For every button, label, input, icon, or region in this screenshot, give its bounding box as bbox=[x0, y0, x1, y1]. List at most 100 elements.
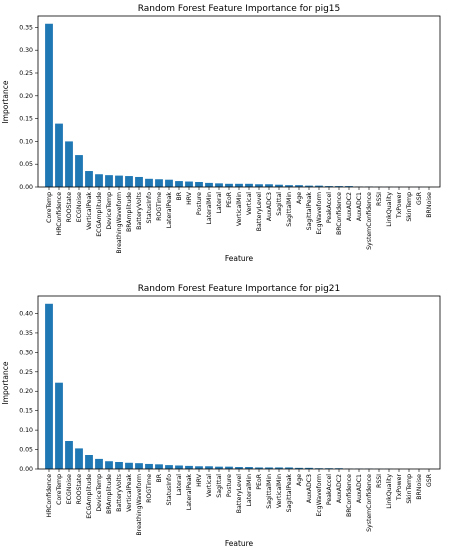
x-tick-label: SystemConfidence bbox=[366, 474, 373, 532]
x-tick-label: SagittalMin bbox=[286, 192, 293, 227]
x-tick-label: VerticalPeak bbox=[86, 192, 93, 230]
bar bbox=[85, 455, 93, 469]
bar bbox=[125, 462, 133, 469]
x-tick-label: BatteryVolts bbox=[136, 192, 143, 230]
x-tick-label: GSR bbox=[416, 191, 423, 205]
bar bbox=[215, 466, 223, 469]
x-tick-label: HRConfidence bbox=[56, 192, 63, 236]
bar bbox=[105, 175, 113, 187]
y-tick-label: 0.30 bbox=[19, 47, 33, 54]
x-tick-label: SkinTemp bbox=[406, 192, 413, 222]
x-tick-label: BR bbox=[156, 473, 163, 482]
bar bbox=[255, 184, 263, 187]
x-tick-label: VerticalPeak bbox=[126, 474, 133, 512]
x-tick-label: BRAmplitude bbox=[106, 474, 113, 514]
x-tick-label: ROOState bbox=[66, 192, 73, 223]
bar bbox=[185, 181, 193, 187]
bar bbox=[85, 171, 93, 187]
x-tick-label: TxPower bbox=[396, 474, 403, 502]
x-tick-label: Sagittal bbox=[276, 192, 283, 216]
plot-area: 0.00 0.05 0.10 0.15 0.20 0.25 0.30 0.35 0.40 HRCo… bbox=[19, 295, 441, 536]
bar bbox=[345, 186, 353, 187]
x-tick-label: HRV bbox=[196, 473, 203, 487]
bar bbox=[155, 179, 163, 187]
x-tick-label: DeviceTemp bbox=[96, 474, 103, 512]
y-tick-label: 0.25 bbox=[19, 369, 33, 376]
y-tick-label: 0.20 bbox=[19, 93, 33, 100]
x-tick-label: AuxADC1 bbox=[356, 474, 363, 503]
x-tick-label: AuxADC2 bbox=[336, 474, 343, 503]
x-tick-label: SagittalPeak bbox=[306, 192, 313, 231]
bar bbox=[165, 179, 173, 187]
bar bbox=[205, 182, 213, 187]
bar bbox=[225, 466, 233, 469]
x-tick-label: ECGNoise bbox=[76, 192, 83, 222]
x-tick-label: LinkQuality bbox=[386, 474, 393, 509]
x-tick-label: GSR bbox=[426, 473, 433, 487]
bar bbox=[105, 461, 113, 469]
y-tick-label: 0.35 bbox=[19, 330, 33, 337]
chart-title: Random Forest Feature Importance for pig… bbox=[138, 4, 341, 14]
x-tick-label: BatteryLevel bbox=[236, 474, 243, 514]
x-tick-label: BRConfidence bbox=[336, 192, 343, 235]
x-tick-label: LateralPeak bbox=[166, 192, 173, 229]
y-tick-label: 0.20 bbox=[19, 388, 33, 395]
y-tick-label: 0.00 bbox=[19, 184, 33, 191]
x-axis-title: Feature bbox=[225, 539, 254, 548]
x-tick-label: HRConfidence bbox=[46, 474, 53, 518]
x-tick-label: EcgWaveform bbox=[316, 474, 323, 517]
x-tick-label: ECGAmplitude bbox=[86, 474, 93, 519]
x-tick-label: BRNoise bbox=[426, 192, 433, 218]
feature-importance-chart-pig15: Random Forest Feature Importance for pig… bbox=[1, 4, 441, 263]
bar bbox=[195, 466, 203, 469]
bar bbox=[245, 467, 253, 469]
bar bbox=[145, 178, 153, 187]
bar bbox=[175, 181, 183, 187]
x-tick-label: AuxADC1 bbox=[356, 192, 363, 221]
bar bbox=[295, 467, 303, 469]
bar bbox=[245, 183, 253, 187]
x-tick-label: Vertical bbox=[206, 474, 213, 497]
bar bbox=[145, 463, 153, 469]
x-tick-label: RSSI bbox=[376, 474, 383, 488]
chart-title: Random Forest Feature Importance for pig… bbox=[138, 284, 341, 294]
bar bbox=[135, 463, 143, 469]
bar bbox=[45, 23, 53, 188]
bar bbox=[165, 465, 173, 469]
bar bbox=[95, 458, 103, 469]
x-tick-label: Posture bbox=[196, 192, 203, 215]
y-tick-label: 0.10 bbox=[19, 427, 33, 434]
y-tick-label: 0.30 bbox=[19, 349, 33, 356]
bar bbox=[95, 174, 103, 187]
bar bbox=[75, 155, 83, 187]
bar bbox=[295, 185, 303, 187]
y-tick-label: 0.15 bbox=[19, 116, 33, 123]
x-axis-title: Feature bbox=[225, 254, 254, 263]
bar bbox=[155, 464, 163, 469]
x-tick-label: ROGTime bbox=[146, 474, 153, 503]
x-tick-label: ROGTime bbox=[156, 192, 163, 221]
x-tick-label: BreathingWaveform bbox=[116, 192, 123, 254]
bar bbox=[335, 186, 343, 187]
x-tick-label: AuxADC2 bbox=[346, 192, 353, 221]
bar bbox=[115, 175, 123, 187]
x-tick-label: PeakAccel bbox=[326, 192, 333, 223]
bar bbox=[325, 186, 333, 187]
x-tick-label: Posture bbox=[226, 474, 233, 497]
bar bbox=[205, 466, 213, 469]
bar bbox=[115, 462, 123, 469]
y-tick-label: 0.05 bbox=[19, 161, 33, 168]
x-tick-label: PEoR bbox=[256, 473, 263, 489]
x-tick-label: CoreTemp bbox=[56, 474, 63, 505]
x-tick-label: TxPower bbox=[396, 192, 403, 220]
y-tick-label: 0.00 bbox=[19, 466, 33, 473]
bar bbox=[195, 181, 203, 187]
y-tick-label: 0.25 bbox=[19, 70, 33, 77]
x-tick-label: LateralPeak bbox=[186, 474, 193, 511]
plot-area: 0.00 0.05 0.10 0.15 0.20 0.25 0.30 0.35 CoreTemp… bbox=[19, 15, 441, 254]
x-tick-label: VerticalMin bbox=[236, 192, 243, 226]
x-tick-label: AuxADC3 bbox=[306, 474, 313, 503]
x-tick-label: VerticalMin bbox=[276, 474, 283, 508]
bar bbox=[75, 448, 83, 469]
x-tick-label: AuxADC3 bbox=[266, 192, 273, 221]
